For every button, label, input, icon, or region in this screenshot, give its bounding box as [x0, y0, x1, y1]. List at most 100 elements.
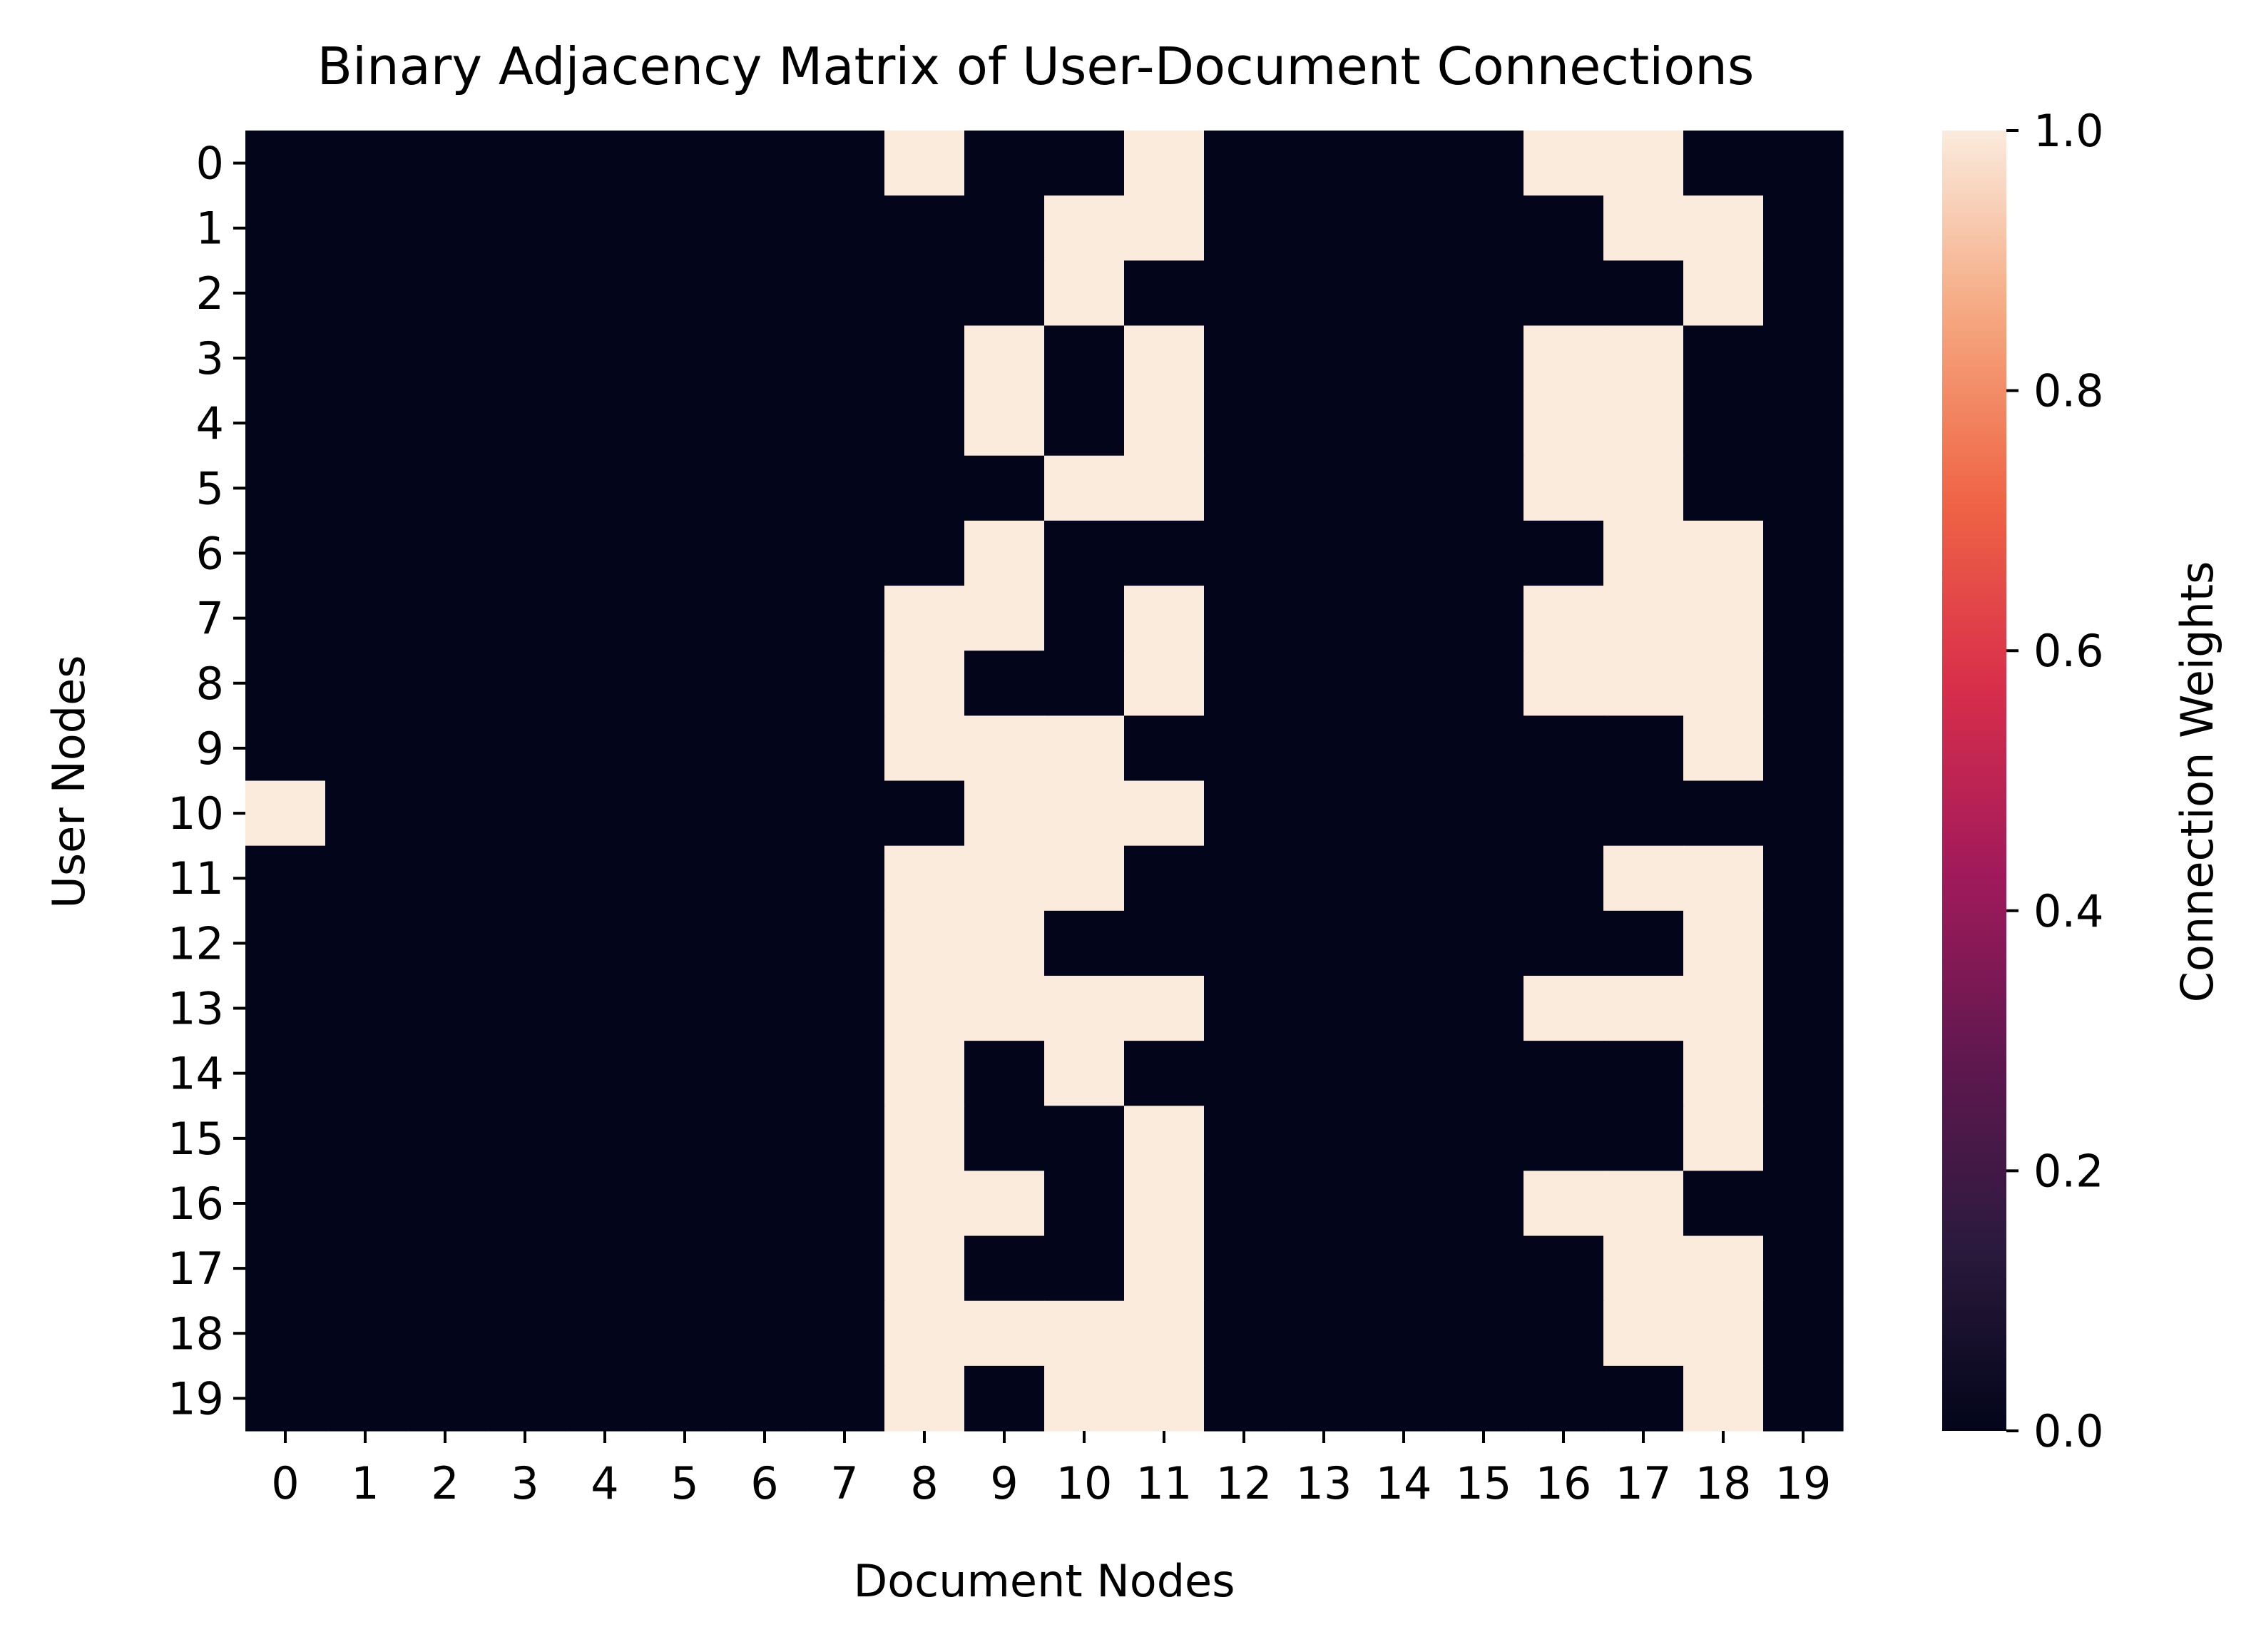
heatmap-cell-14-3	[485, 1041, 566, 1106]
heatmap-cell-18-3	[485, 1300, 566, 1367]
heatmap-cell-11-11	[1124, 845, 1205, 912]
heatmap-cell-2-4	[565, 260, 645, 327]
heatmap-cell-15-12	[1204, 1106, 1285, 1171]
x-tick-label: 9	[990, 1457, 1018, 1509]
x-tick-label: 17	[1616, 1457, 1672, 1509]
heatmap-cell-1-18	[1683, 195, 1764, 261]
heatmap-cell-13-0	[245, 975, 326, 1041]
heatmap-cell-1-11	[1124, 195, 1205, 261]
heatmap-cell-15-6	[725, 1106, 805, 1171]
colorbar-tick-label: 0.6	[2033, 625, 2104, 677]
y-tick-label: 14	[168, 1048, 224, 1100]
heatmap-cell-17-8	[884, 1235, 965, 1302]
heatmap-cell-1-14	[1364, 195, 1444, 261]
heatmap-cell-10-10	[1044, 780, 1125, 847]
heatmap-cell-10-13	[1284, 780, 1364, 847]
heatmap-cell-6-19	[1763, 520, 1844, 586]
heatmap-cell-16-6	[725, 1171, 805, 1237]
heatmap-cell-7-4	[565, 586, 645, 651]
heatmap-cell-5-5	[645, 455, 725, 521]
heatmap-cell-6-10	[1044, 520, 1125, 586]
y-tick-label: 7	[196, 593, 224, 645]
heatmap-cell-17-7	[805, 1235, 885, 1302]
heatmap-cell-11-15	[1444, 845, 1524, 912]
heatmap-cell-3-2	[405, 325, 486, 392]
heatmap-cell-7-9	[964, 586, 1045, 651]
heatmap-cell-3-19	[1763, 325, 1844, 392]
heatmap-cell-4-14	[1364, 390, 1444, 457]
heatmap-cell-11-0	[245, 845, 326, 912]
heatmap-cell-8-7	[805, 651, 885, 716]
colorbar-tick-label: 0.8	[2033, 365, 2104, 417]
heatmap-cell-19-13	[1284, 1365, 1364, 1432]
heatmap-cell-18-17	[1603, 1300, 1684, 1367]
heatmap-cell-1-16	[1524, 195, 1604, 261]
heatmap-cell-5-8	[884, 455, 965, 521]
heatmap-cell-5-16	[1524, 455, 1604, 521]
x-tick-label: 14	[1376, 1457, 1432, 1509]
heatmap-cell-16-7	[805, 1171, 885, 1237]
heatmap-cell-19-1	[325, 1365, 406, 1432]
heatmap-cell-12-18	[1683, 910, 1764, 977]
heatmap-cell-16-11	[1124, 1171, 1205, 1237]
heatmap-cell-13-5	[645, 975, 725, 1041]
heatmap-cell-10-7	[805, 780, 885, 847]
heatmap-cell-12-16	[1524, 910, 1604, 977]
heatmap-cell-13-4	[565, 975, 645, 1041]
heatmap-cell-5-14	[1364, 455, 1444, 521]
heatmap-cell-14-8	[884, 1041, 965, 1106]
heatmap-cell-9-9	[964, 715, 1045, 782]
heatmap-cell-9-16	[1524, 715, 1604, 782]
y-tick-label: 1	[196, 203, 224, 255]
heatmap-cell-11-18	[1683, 845, 1764, 912]
heatmap-cell-6-12	[1204, 520, 1285, 586]
heatmap-cell-4-2	[405, 390, 486, 457]
heatmap-cell-15-15	[1444, 1106, 1524, 1171]
heatmap-cell-10-5	[645, 780, 725, 847]
heatmap-cell-1-8	[884, 195, 965, 261]
heatmap-cell-1-3	[485, 195, 566, 261]
x-tick-label: 5	[670, 1457, 698, 1509]
heatmap-cell-3-10	[1044, 325, 1125, 392]
heatmap-cell-4-7	[805, 390, 885, 457]
heatmap-cell-6-15	[1444, 520, 1524, 586]
colorbar-tick-label: 0.0	[2033, 1405, 2104, 1457]
heatmap-cell-4-4	[565, 390, 645, 457]
heatmap-cell-1-5	[645, 195, 725, 261]
x-tick-label: 15	[1456, 1457, 1512, 1509]
heatmap-cell-11-19	[1763, 845, 1844, 912]
heatmap-cell-2-12	[1204, 260, 1285, 327]
heatmap-cell-9-11	[1124, 715, 1205, 782]
heatmap-cell-2-15	[1444, 260, 1524, 327]
heatmap-cell-9-3	[485, 715, 566, 782]
heatmap-cell-4-1	[325, 390, 406, 457]
heatmap-cell-0-3	[485, 131, 566, 196]
heatmap-cell-17-18	[1683, 1235, 1764, 1302]
x-tick-label: 10	[1056, 1457, 1113, 1509]
heatmap-cell-17-6	[725, 1235, 805, 1302]
y-tick-label: 13	[168, 983, 224, 1035]
heatmap-cell-11-9	[964, 845, 1045, 912]
heatmap-cell-10-12	[1204, 780, 1285, 847]
heatmap-cell-10-18	[1683, 780, 1764, 847]
colorbar-tick-label: 0.2	[2033, 1145, 2104, 1197]
heatmap-cell-14-14	[1364, 1041, 1444, 1106]
heatmap-cell-19-3	[485, 1365, 566, 1432]
heatmap-cell-11-13	[1284, 845, 1364, 912]
heatmap-cell-4-0	[245, 390, 326, 457]
heatmap-cell-6-3	[485, 520, 566, 586]
heatmap-cell-7-5	[645, 586, 725, 651]
colorbar-label: Connection Weights	[2171, 561, 2223, 1003]
heatmap-cell-6-0	[245, 520, 326, 586]
heatmap-cell-9-18	[1683, 715, 1764, 782]
heatmap-cell-4-17	[1603, 390, 1684, 457]
heatmap-cell-4-16	[1524, 390, 1604, 457]
x-tick-label: 12	[1216, 1457, 1272, 1509]
heatmap-cell-16-2	[405, 1171, 486, 1237]
heatmap-cell-15-16	[1524, 1106, 1604, 1171]
colorbar-ticks: 0.0 0.2 0.4 0.6 0.8 1.0	[2006, 105, 2104, 1457]
heatmap-cell-7-3	[485, 586, 566, 651]
heatmap-cell-18-0	[245, 1300, 326, 1367]
heatmap-cell-16-9	[964, 1171, 1045, 1237]
